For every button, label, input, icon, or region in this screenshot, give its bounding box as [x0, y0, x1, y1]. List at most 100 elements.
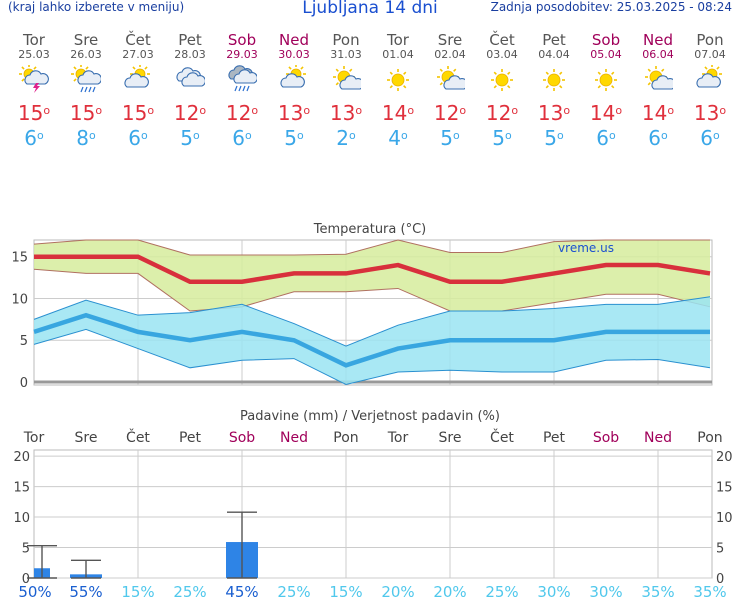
max-temp-value: 14	[381, 101, 408, 125]
probability-label: 35%	[693, 583, 726, 600]
sun-cloud-thunder-icon	[19, 65, 49, 93]
day-date: 03.04	[486, 48, 518, 61]
max-temp-value: 13	[537, 101, 564, 125]
day-name: Ned	[279, 31, 309, 49]
y-tick-label-left: 20	[13, 450, 30, 465]
sun-cloud-icon	[124, 65, 150, 88]
max-temp: 14o	[641, 101, 675, 125]
y-tick-label-right: 0	[716, 572, 724, 587]
probability-label: 25%	[485, 583, 518, 600]
min-temp-value: 5	[180, 126, 193, 150]
day-date: 02.04	[434, 48, 466, 61]
sun-cloud-rain-icon	[71, 65, 101, 93]
y-tick-label-right: 5	[716, 542, 724, 557]
max-temp: 12o	[433, 101, 467, 125]
probability-label: 25%	[173, 583, 206, 600]
max-temp: 14o	[589, 101, 623, 125]
max-temp: 13o	[537, 101, 571, 125]
day-column: Čet 27.03 15o 6o	[112, 32, 164, 151]
max-band-upper	[33, 239, 710, 256]
precip-chart-title: Padavine (mm) / Verjetnost padavin (%)	[240, 409, 500, 424]
min-temp: 6o	[24, 126, 44, 150]
probability-label: 15%	[329, 583, 362, 600]
min-temp: 5o	[440, 126, 460, 150]
probability-label: 15%	[121, 583, 154, 600]
x-tick-label: Sre	[439, 430, 462, 446]
max-temp-value: 14	[589, 101, 616, 125]
day-name: Pet	[178, 31, 202, 49]
day-date: 31.03	[330, 48, 362, 61]
sun-icon	[595, 69, 617, 91]
max-temp: 12o	[485, 101, 519, 125]
min-temp: 6o	[232, 126, 252, 150]
y-tick-label-right: 20	[716, 450, 733, 465]
min-temp-value: 6	[596, 126, 609, 150]
day-name: Pon	[332, 31, 360, 49]
cloud-rain-icon	[228, 65, 257, 92]
sun-icon	[543, 69, 565, 91]
day-name: Ned	[643, 31, 673, 49]
probability-label: 50%	[18, 583, 51, 600]
min-temp: 5o	[544, 126, 564, 150]
max-temp-value: 13	[277, 101, 304, 125]
max-temp-value: 13	[693, 101, 720, 125]
max-temp-value: 13	[329, 101, 356, 125]
day-date: 04.04	[538, 48, 570, 61]
y-tick-label-right: 15	[716, 481, 733, 496]
max-temp: 12o	[225, 101, 259, 125]
min-temp: 2o	[336, 126, 356, 150]
temp-chart-title: Temperatura (°C)	[313, 222, 426, 237]
x-tick-label: Sre	[75, 430, 98, 446]
y-tick-label: 10	[11, 292, 28, 307]
probability-label: 55%	[69, 583, 102, 600]
day-column: Ned 30.03 13o 5o	[268, 32, 320, 151]
min-band-lower	[33, 328, 711, 386]
x-tick-label: Čet	[490, 428, 514, 446]
precip-plot-area	[33, 449, 713, 579]
min-temp-band	[34, 296, 710, 385]
temperature-chart: Temperatura (°C) 0 5 10 15 vreme.us	[11, 222, 713, 391]
day-column: Tor 25.03 15o 6o	[8, 32, 60, 151]
min-temp-value: 6	[128, 126, 141, 150]
probability-label: 20%	[381, 583, 414, 600]
max-temp: 13o	[693, 101, 727, 125]
sun-cloud-icon	[280, 65, 306, 88]
min-temp-value: 5	[284, 126, 297, 150]
y-tick-label-left: 10	[13, 511, 30, 526]
x-tick-label: Pet	[543, 430, 566, 446]
probability-label: 20%	[433, 583, 466, 600]
sun-icon	[387, 69, 409, 91]
max-temp: 15o	[121, 101, 155, 125]
min-temp-value: 6	[700, 126, 713, 150]
max-temp: 13o	[277, 101, 311, 125]
location-hint[interactable]: (kraj lahko izberete v meniju)	[8, 0, 185, 14]
day-date: 05.04	[590, 48, 622, 61]
max-temp-value: 15	[17, 101, 44, 125]
day-date: 27.03	[122, 48, 154, 61]
min-temp: 6o	[700, 126, 720, 150]
probability-label: 35%	[641, 583, 674, 600]
min-temp: 5o	[492, 126, 512, 150]
day-date: 26.03	[70, 48, 102, 61]
max-band-lower	[33, 268, 711, 312]
min-temp: 4o	[388, 126, 408, 150]
x-tick-label: Pon	[333, 430, 358, 446]
probability-label: 30%	[537, 583, 570, 600]
y-tick-label-left: 0	[22, 572, 30, 587]
max-temp-value: 12	[433, 101, 460, 125]
sun-small-cloud-icon	[437, 66, 465, 90]
x-tick-label: Sob	[229, 430, 255, 446]
sun-small-cloud-icon	[645, 66, 673, 90]
min-temp-value: 4	[388, 126, 401, 150]
y-tick-label: 15	[11, 251, 28, 266]
day-name: Sob	[591, 31, 621, 49]
day-column: Pon 31.03 13o 2o	[320, 32, 372, 151]
min-temp-value: 2	[336, 126, 349, 150]
day-column: Pet 28.03 12o 5o	[164, 32, 216, 151]
min-temp-value: 5	[544, 126, 557, 150]
max-temp: 14o	[381, 101, 415, 125]
min-temp: 8o	[76, 126, 96, 150]
min-temp-value: 5	[492, 126, 505, 150]
spacer	[0, 172, 740, 212]
day-date: 06.04	[642, 48, 674, 61]
